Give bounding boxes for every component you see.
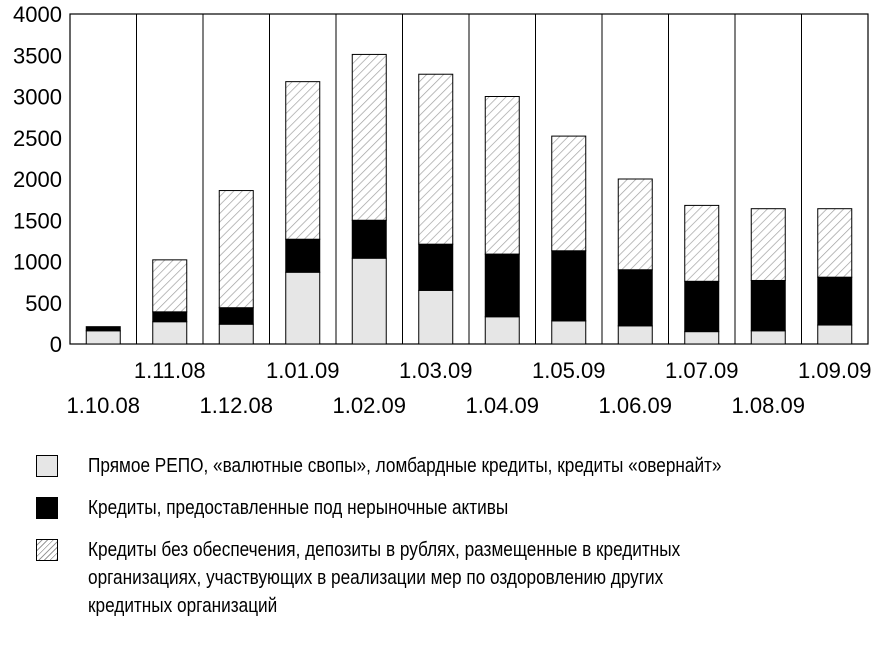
bar-segment-1.09.09-s2: [817, 208, 853, 278]
bar-segment-1.09.09-s0: [817, 324, 853, 345]
bar-segment-1.12.08-s2: [218, 190, 254, 309]
bar-segment-1.05.09-s2: [551, 135, 587, 252]
y-tick-label: 4000: [13, 2, 62, 27]
bar-segment-1.08.09-s1: [750, 279, 786, 332]
y-tick-label: 2500: [13, 126, 62, 151]
bar-segment-1.11.08-s0: [152, 321, 188, 345]
legend-swatch-grey: [36, 455, 58, 477]
y-tick-label: 3000: [13, 85, 62, 110]
x-tick-label: 1.04.09: [466, 393, 539, 418]
bar-segment-1.01.09-s2: [285, 81, 321, 240]
bar-segment-1.10.08-s0: [85, 330, 121, 345]
y-tick-label: 1500: [13, 208, 62, 233]
bar-segment-1.01.09-s0: [285, 271, 321, 345]
bar-segment-1.05.09-s1: [551, 250, 587, 322]
x-tick-label: 1.12.08: [200, 393, 273, 418]
bar-segment-1.03.09-s0: [418, 289, 454, 345]
bar-segment-1.05.09-s0: [551, 320, 587, 345]
y-tick-label: 3500: [13, 43, 62, 68]
bar-segment-1.11.08-s1: [152, 311, 188, 323]
legend-label-nonmarket: Кредиты, предоставленные под нерыночные …: [88, 497, 509, 519]
bar-segment-1.04.09-s1: [484, 253, 520, 318]
x-tick-label: 1.10.08: [67, 393, 140, 418]
x-tick-label: 1.02.09: [333, 393, 406, 418]
bar-segment-1.12.08-s0: [218, 323, 254, 345]
bar-segment-1.04.09-s0: [484, 316, 520, 345]
bar-segment-1.08.09-s0: [750, 330, 786, 345]
bar-segment-1.02.09-s2: [351, 53, 387, 221]
x-tick-label: 1.11.08: [134, 358, 206, 383]
x-tick-label: 1.05.09: [532, 358, 605, 383]
x-tick-label: 1.09.09: [798, 358, 871, 383]
x-tick-label: 1.01.09: [266, 358, 339, 383]
x-tick-label: 1.08.09: [732, 393, 805, 418]
bar-segment-1.07.09-s2: [684, 204, 720, 282]
bar-segment-1.10.08-s1: [85, 326, 121, 332]
x-tick-label: 1.06.09: [599, 393, 672, 418]
bar-segment-1.11.08-s2: [152, 259, 188, 313]
y-tick-label: 500: [25, 291, 62, 316]
y-tick-label: 2000: [13, 167, 62, 192]
legend: Прямое РЕПО, «валютные свопы», ломбардны…: [36, 452, 856, 634]
legend-item-repo: Прямое РЕПО, «валютные свопы», ломбардны…: [36, 452, 856, 480]
bar-segment-1.06.09-s1: [617, 269, 653, 327]
bar-segment-1.02.09-s0: [351, 257, 387, 345]
bar-segment-1.12.08-s1: [218, 307, 254, 325]
bar-segment-1.04.09-s2: [484, 96, 520, 255]
legend-item-unsecured: Кредиты без обеспечения, депозиты в рубл…: [36, 536, 856, 620]
y-tick-label: 1000: [13, 250, 62, 275]
bar-segment-1.06.09-s0: [617, 325, 653, 345]
legend-label-unsecured: Кредиты без обеспечения, депозиты в рубл…: [88, 539, 681, 617]
legend-label-repo: Прямое РЕПО, «валютные свопы», ломбардны…: [88, 455, 722, 477]
x-tick-label: 1.03.09: [399, 358, 472, 383]
bar-segment-1.07.09-s1: [684, 280, 720, 333]
bar-segment-1.02.09-s1: [351, 219, 387, 259]
bar-segment-1.01.09-s1: [285, 238, 321, 273]
legend-swatch-black: [36, 497, 58, 519]
bar-segment-1.03.09-s2: [418, 73, 454, 245]
bar-segment-1.08.09-s2: [750, 208, 786, 281]
bar-segment-1.09.09-s1: [817, 276, 853, 326]
bar-segment-1.07.09-s0: [684, 331, 720, 345]
bar-segment-1.03.09-s1: [418, 243, 454, 291]
x-tick-label: 1.07.09: [665, 358, 738, 383]
legend-item-nonmarket: Кредиты, предоставленные под нерыночные …: [36, 494, 856, 522]
y-tick-label: 0: [50, 332, 62, 357]
bar-segment-1.06.09-s2: [617, 178, 653, 271]
stacked-bar-chart: 0 500 1000 1500 2000 2500 3000 3500 4000 1.10.08…: [13, 2, 871, 418]
legend-swatch-hatched: [36, 539, 58, 561]
